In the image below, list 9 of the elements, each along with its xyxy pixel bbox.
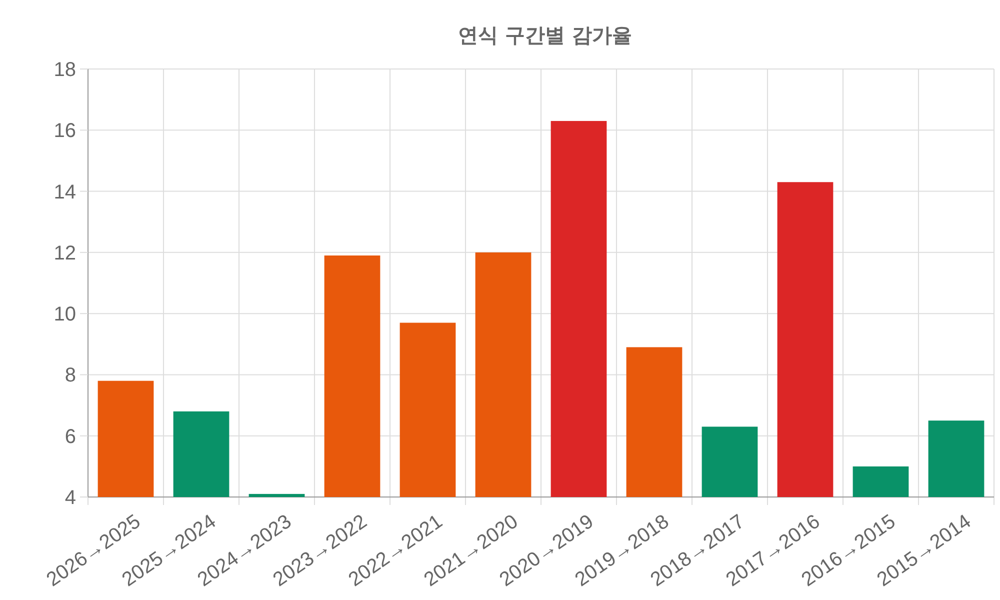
y-tick-label: 18: [54, 59, 76, 81]
y-tick-label: 8: [64, 364, 76, 387]
chart-title: 연식 구간별 감가율: [458, 23, 632, 47]
y-tick-label: 12: [54, 242, 76, 264]
y-tick-label: 4: [64, 487, 76, 509]
y-tick-label: 14: [54, 181, 76, 204]
y-tick-label: 10: [54, 304, 76, 326]
y-tick-label: 6: [64, 426, 76, 448]
y-tick-label: 16: [54, 120, 76, 142]
